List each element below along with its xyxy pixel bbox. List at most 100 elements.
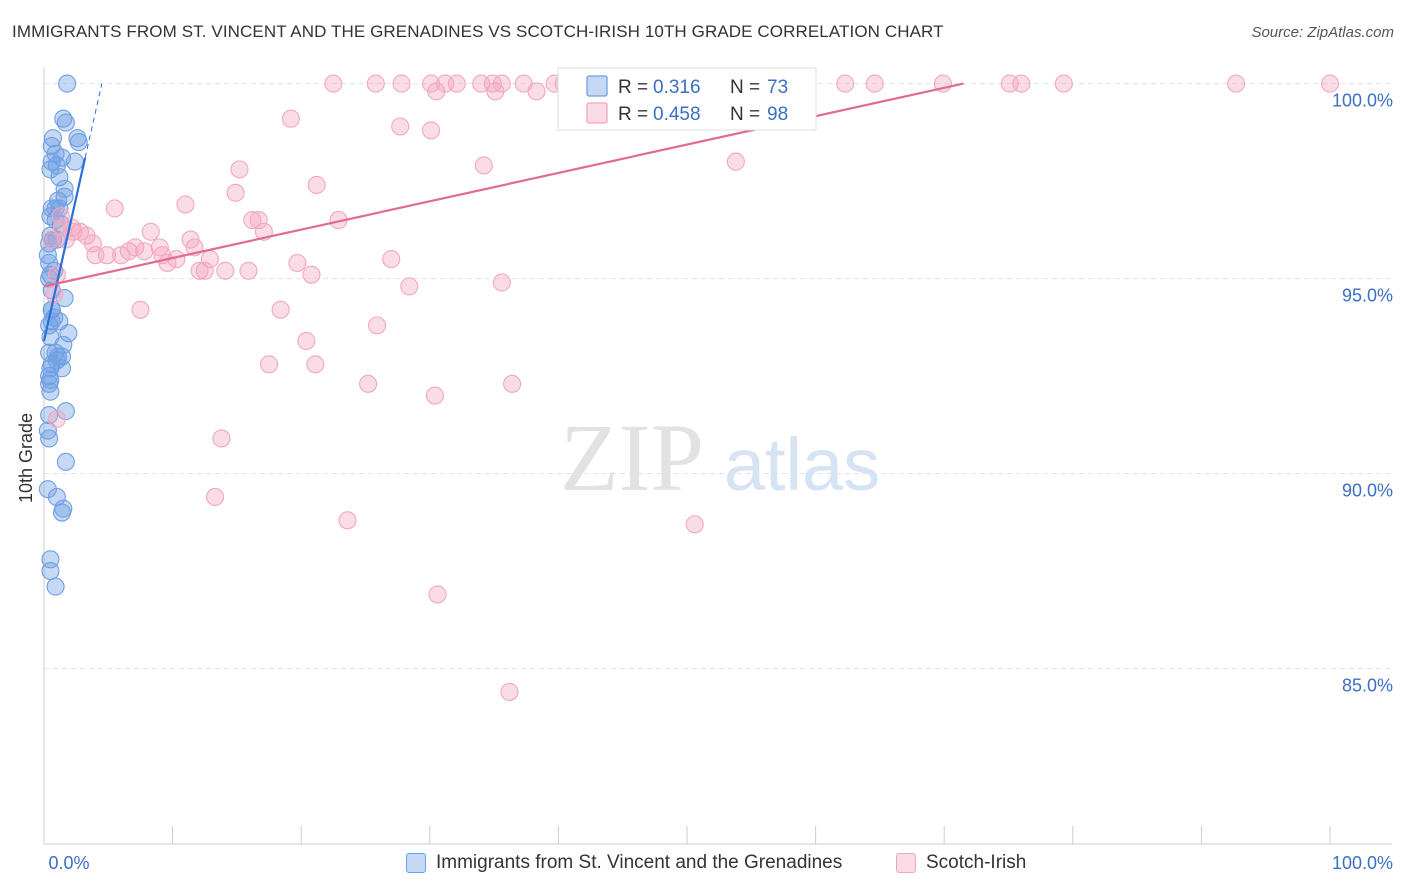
series-0-point-60 <box>52 503 72 522</box>
y-tick-label-2: 90.0% <box>1342 481 1393 501</box>
series-1-point-70 <box>216 261 235 280</box>
series-0-point-63 <box>46 577 65 596</box>
series-0-point-0 <box>58 74 77 93</box>
series-1-point-43 <box>105 199 124 218</box>
series-0-point-2 <box>56 113 75 132</box>
stats-legend-n-value-1: 98 <box>767 104 788 125</box>
series-1-point-84 <box>503 374 522 393</box>
series-1-point-45 <box>249 211 268 230</box>
series-0-points <box>38 74 88 596</box>
series-1-point-41 <box>226 183 245 202</box>
series-1-point-90 <box>500 682 519 701</box>
legend-label-st-vincent: Immigrants from St. Vincent and the Gren… <box>436 852 843 873</box>
series-1-point-1 <box>366 74 385 93</box>
tick-labels: 100.0% 95.0% 90.0% 85.0% 0.0% 100.0% <box>48 91 1393 873</box>
legend-swatch-pink <box>896 853 916 873</box>
series-1-point-47 <box>141 222 160 241</box>
series-1-point-96 <box>63 218 82 237</box>
series-1-point-77 <box>271 300 290 319</box>
y-tick-label-1: 95.0% <box>1342 286 1393 306</box>
stats-legend-r-label-1: R = <box>618 104 648 125</box>
series-1-point-71 <box>239 261 258 280</box>
series-1-point-42 <box>176 195 195 214</box>
x-tick-label-max: 100.0% <box>1332 853 1393 873</box>
data-points <box>38 74 1340 701</box>
series-1-point-34 <box>281 109 300 128</box>
series-1-point-72 <box>302 265 321 284</box>
series-1-point-97 <box>86 246 105 265</box>
stats-legend-n-value-0: 73 <box>767 77 788 98</box>
legend-item-st-vincent: Immigrants from St. Vincent and the Gren… <box>406 852 842 874</box>
series-1-point-40 <box>307 175 326 195</box>
series-1-point-76 <box>131 300 150 319</box>
series-1-trend-line <box>43 82 964 288</box>
series-1-point-37 <box>474 156 493 175</box>
series-1-point-67 <box>288 253 307 273</box>
stats-legend-swatch-1 <box>586 102 608 124</box>
stats-legend-n-label-1: N = <box>730 104 760 125</box>
watermark-zip: ZIP <box>560 404 704 511</box>
series-1-point-69 <box>195 261 214 280</box>
series-1-point-89 <box>428 585 447 604</box>
series-1-point-18 <box>836 74 855 93</box>
series-1-point-19 <box>865 74 884 93</box>
series-1-point-85 <box>212 429 231 448</box>
legend-label-scotch-irish: Scotch-Irish <box>926 852 1027 873</box>
series-0-point-66 <box>49 347 68 366</box>
series-1-point-23 <box>1054 74 1073 93</box>
series-1-point-36 <box>422 121 441 140</box>
series-1-point-75 <box>492 273 511 292</box>
stats-legend-r-value-0: 0.316 <box>653 77 701 98</box>
y-tick-label-3: 85.0% <box>1342 676 1393 696</box>
legend-swatch-blue <box>406 853 426 873</box>
series-1-point-80 <box>259 355 279 374</box>
series-1-point-79 <box>297 331 316 351</box>
watermark: ZIP atlas <box>560 404 880 511</box>
series-0-point-51 <box>41 382 60 401</box>
stats-legend: R = 0.316 N = 73 R = 0.458 N = 98 <box>557 67 817 131</box>
watermark-atlas: atlas <box>724 423 880 506</box>
series-1-point-38 <box>726 152 745 171</box>
series-1-point-0 <box>324 74 343 93</box>
stats-legend-swatch-0 <box>586 75 608 97</box>
series-1-point-56 <box>83 234 102 253</box>
stats-legend-r-label-0: R = <box>618 77 648 98</box>
series-1-point-82 <box>359 374 378 393</box>
series-1-point-2 <box>392 74 411 93</box>
series-0-point-56 <box>56 452 75 471</box>
source-label: Source: ZipAtlas.com <box>1251 24 1394 41</box>
axes <box>43 68 1392 845</box>
series-1-point-28 <box>527 82 546 101</box>
series-1-point-63 <box>135 242 154 261</box>
series-0-point-14 <box>55 179 74 198</box>
series-1-point-73 <box>190 261 209 280</box>
series-1-point-91 <box>47 409 66 429</box>
y-axis-label: 10th Grade <box>16 413 36 503</box>
series-0-point-50 <box>40 374 59 393</box>
series-1-point-86 <box>205 487 225 506</box>
chart-title: IMMIGRANTS FROM ST. VINCENT AND THE GREN… <box>12 22 944 41</box>
stats-legend-box <box>557 67 817 131</box>
series-0-point-4 <box>69 133 88 152</box>
series-1-point-95 <box>51 207 70 226</box>
series-0-point-62 <box>41 561 60 581</box>
y-tick-label-0: 100.0% <box>1332 91 1393 111</box>
series-1-point-27 <box>486 82 505 101</box>
series-0-point-9 <box>65 152 84 171</box>
series-0-trend-line <box>42 157 87 342</box>
series-1-point-22 <box>1012 74 1031 93</box>
series-0-point-13 <box>50 168 69 187</box>
series-0-point-38 <box>59 324 78 343</box>
series-1-point-24 <box>1227 74 1246 93</box>
series-0-point-55 <box>40 429 59 448</box>
series-1-point-61 <box>112 246 131 265</box>
stats-legend-r-value-1: 0.458 <box>653 104 701 125</box>
series-1-points <box>42 74 1340 701</box>
series-1-point-25 <box>1320 74 1340 93</box>
series-1-point-44 <box>243 211 262 230</box>
legend-item-scotch-irish: Scotch-Irish <box>896 852 1026 874</box>
series-1-point-5 <box>447 74 466 93</box>
series-0-point-32 <box>55 289 74 308</box>
stats-legend-n-label-0: N = <box>730 77 760 98</box>
